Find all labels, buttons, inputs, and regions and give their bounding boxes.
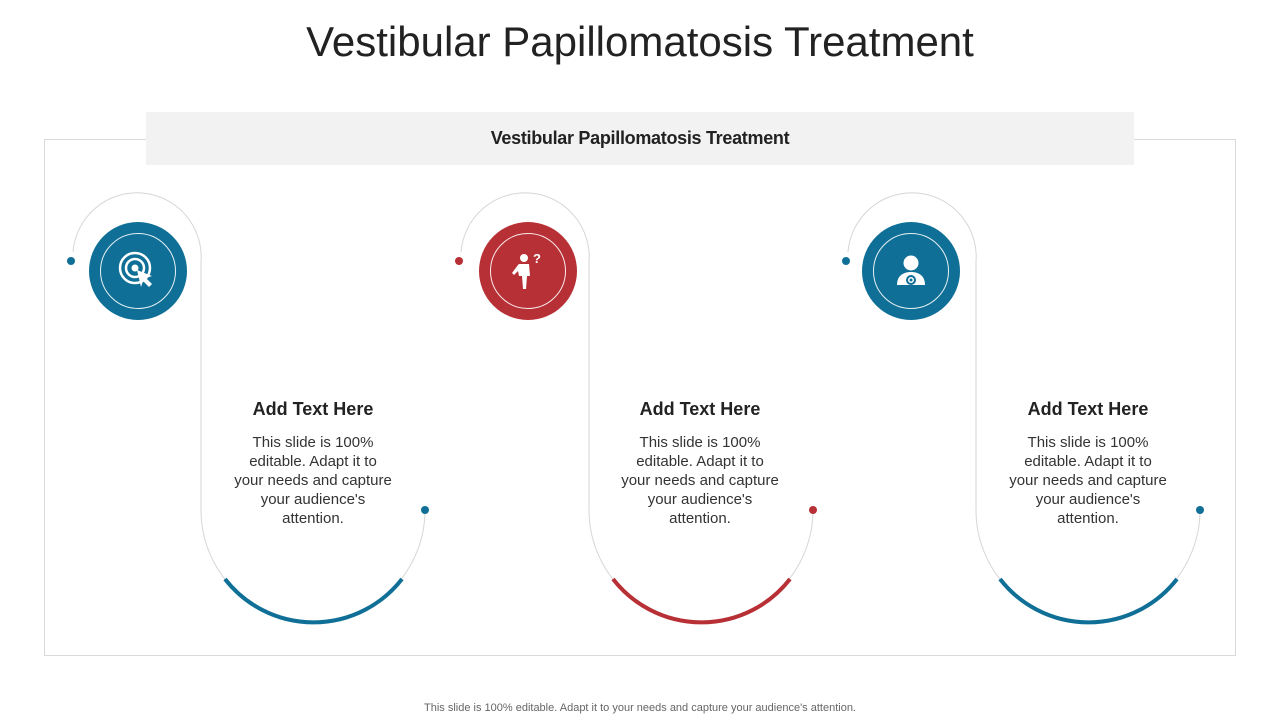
step-2-text: Add Text Here This slide is 100% editabl… [620,399,780,528]
step-2-accent-arc [611,577,792,625]
step-3-icon-ring [873,233,949,309]
step-1-text: Add Text Here This slide is 100% editabl… [233,399,393,528]
step-2-end-dot [809,506,817,514]
step-2-heading: Add Text Here [639,399,761,419]
step-3-end-dot [1196,506,1204,514]
step-1-end-dot [421,506,429,514]
footer-note: This slide is 100% editable. Adapt it to… [424,702,856,714]
step-2-body: This slide is 100% editable. Adapt it to… [621,434,779,527]
step-3-icon-circle [862,222,960,320]
user-gear-icon [897,255,925,285]
section-banner: Vestibular Papillomatosis Treatment [146,112,1134,165]
step-2-icon-ring: ? [490,233,566,309]
step-3-body: This slide is 100% editable. Adapt it to… [1009,434,1167,527]
step-2-start-dot [455,257,463,265]
step-3-text: Add Text Here This slide is 100% editabl… [1008,399,1168,528]
step-1-start-dot [67,257,75,265]
step-3-start-dot [842,257,850,265]
step-1-heading: Add Text Here [252,399,374,419]
target-cursor-icon [118,251,152,287]
step-1-body: This slide is 100% editable. Adapt it to… [234,434,392,527]
svg-text:?: ? [533,251,541,266]
step-1-icon-ring [100,233,176,309]
step-1-accent-arc [223,577,404,625]
step-1-icon-circle [89,222,187,320]
slide-title: Vestibular Papillomatosis Treatment [306,18,974,65]
step-3-accent-arc [998,577,1179,625]
person-question-icon: ? [512,251,541,289]
step-3-heading: Add Text Here [1027,399,1149,419]
step-2-icon-circle: ? [479,222,577,320]
